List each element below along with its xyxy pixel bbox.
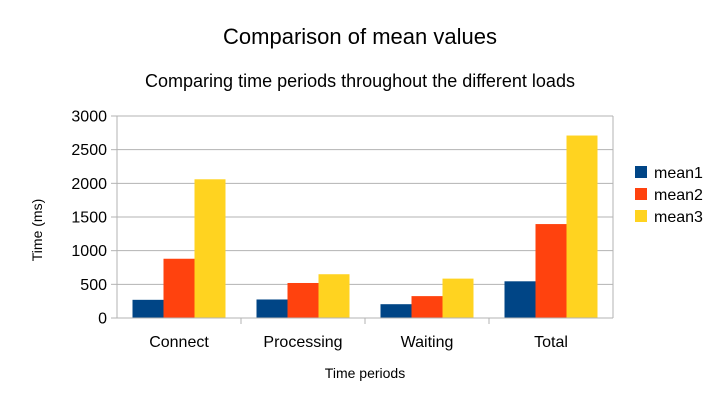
y-tick-label: 0 bbox=[98, 311, 107, 328]
bar bbox=[566, 135, 598, 318]
x-tick-label: Waiting bbox=[401, 334, 454, 351]
y-tick-label: 3000 bbox=[71, 109, 107, 126]
x-tick-label: Total bbox=[534, 334, 568, 351]
y-axis-label: Time (ms) bbox=[29, 199, 45, 261]
y-tick-label: 1000 bbox=[71, 243, 107, 260]
legend-label: mean1 bbox=[654, 165, 703, 182]
legend: mean1 mean2 mean3 bbox=[635, 165, 703, 226]
x-axis-label: Time periods bbox=[325, 365, 405, 381]
bars bbox=[132, 135, 598, 318]
bar bbox=[380, 304, 412, 318]
x-tick-label: Connect bbox=[149, 334, 209, 351]
legend-label: mean3 bbox=[654, 209, 703, 226]
legend-label: mean2 bbox=[654, 187, 703, 204]
legend-swatch bbox=[635, 166, 647, 178]
bar bbox=[318, 274, 350, 318]
y-tick-label: 1500 bbox=[71, 210, 107, 227]
bar bbox=[442, 278, 474, 318]
bar bbox=[132, 299, 164, 318]
chart-subtitle: Comparing time periods throughout the di… bbox=[145, 71, 575, 91]
y-tick-label: 500 bbox=[80, 277, 107, 294]
x-tick-label: Processing bbox=[263, 334, 342, 351]
y-tick-label: 2500 bbox=[71, 142, 107, 159]
y-tick-label: 2000 bbox=[71, 176, 107, 193]
bar bbox=[287, 282, 319, 318]
bar bbox=[194, 179, 226, 318]
bar bbox=[504, 281, 536, 318]
bar bbox=[411, 296, 443, 318]
axes: 0 500 1000 1500 2000 2500 3000 Connect Processin… bbox=[71, 109, 614, 351]
legend-swatch bbox=[635, 188, 647, 200]
chart-title: Comparison of mean values bbox=[223, 24, 497, 49]
bar bbox=[535, 224, 567, 318]
bar bbox=[256, 299, 288, 318]
legend-swatch bbox=[635, 210, 647, 222]
bar bbox=[163, 258, 195, 318]
